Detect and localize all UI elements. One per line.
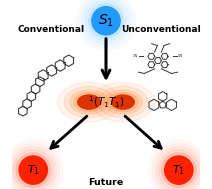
Text: Conventional: Conventional (18, 25, 85, 34)
Circle shape (13, 150, 54, 189)
Circle shape (79, 0, 133, 47)
Ellipse shape (104, 90, 142, 114)
Ellipse shape (78, 95, 100, 109)
Ellipse shape (57, 82, 121, 122)
Text: CN: CN (178, 54, 183, 58)
Ellipse shape (64, 87, 114, 118)
Text: $S_1$: $S_1$ (98, 13, 114, 29)
Ellipse shape (98, 87, 148, 118)
Ellipse shape (74, 92, 104, 112)
Ellipse shape (112, 95, 134, 109)
Circle shape (152, 143, 205, 189)
Text: Unconventional: Unconventional (121, 25, 201, 34)
Circle shape (10, 147, 57, 189)
Circle shape (92, 7, 120, 35)
Text: Future: Future (88, 178, 124, 187)
Circle shape (7, 143, 60, 189)
Circle shape (155, 147, 202, 189)
Circle shape (19, 156, 47, 184)
Circle shape (89, 3, 123, 38)
Text: $T_1$: $T_1$ (172, 163, 185, 177)
Text: $T_1$: $T_1$ (27, 163, 40, 177)
Text: $^1(T_1T_1)$: $^1(T_1T_1)$ (88, 94, 124, 110)
Circle shape (86, 0, 126, 41)
Circle shape (165, 156, 193, 184)
Text: CN: CN (133, 54, 138, 58)
Ellipse shape (108, 92, 138, 112)
Circle shape (82, 0, 130, 44)
Circle shape (158, 150, 199, 189)
Circle shape (162, 153, 196, 187)
Ellipse shape (70, 90, 108, 114)
Ellipse shape (91, 82, 155, 122)
Circle shape (16, 153, 50, 187)
